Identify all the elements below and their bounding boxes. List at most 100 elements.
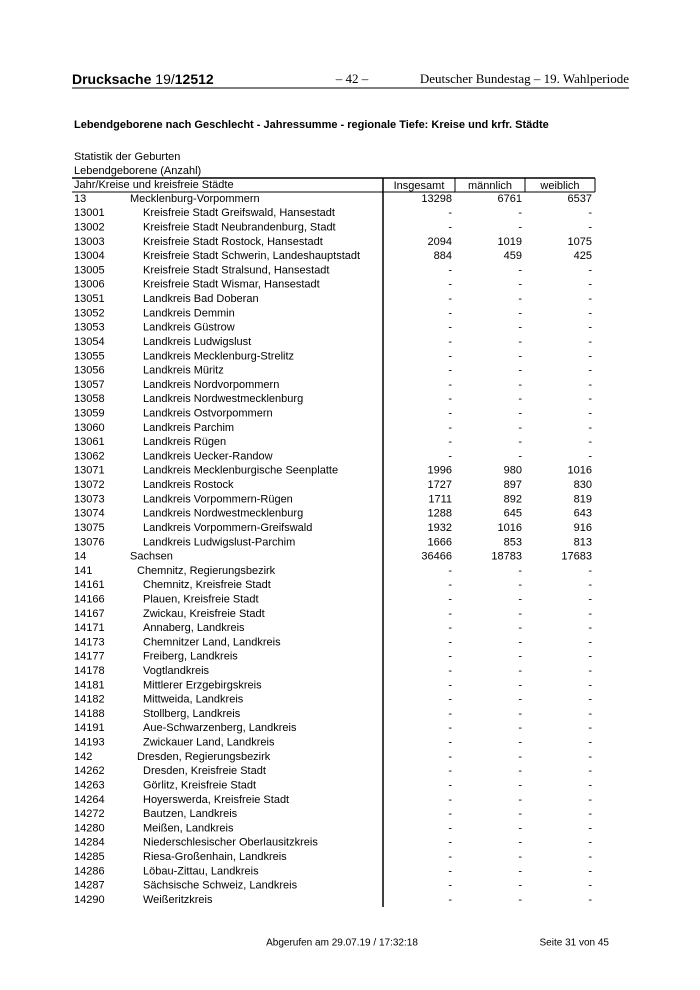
cell-value: 1016 <box>568 465 592 477</box>
cell-value: - <box>518 865 522 877</box>
region-code: 14181 <box>74 679 105 691</box>
region-name: Dresden, Kreisfreie Stadt <box>143 765 266 777</box>
region-code: 13073 <box>74 493 105 505</box>
region-name: Bautzen, Landkreis <box>143 808 238 820</box>
cell-value: - <box>448 751 452 763</box>
doc-number: 12512 <box>175 71 214 87</box>
region-name: Landkreis Rostock <box>143 479 234 491</box>
cell-value: - <box>588 651 592 663</box>
cell-value: 916 <box>574 522 592 534</box>
region-name: Landkreis Nordvorpommern <box>143 379 279 391</box>
cell-value: - <box>448 207 452 219</box>
cell-value: - <box>448 737 452 749</box>
cell-value: - <box>588 307 592 319</box>
region-code: 13051 <box>74 293 105 305</box>
cell-value: - <box>588 593 592 605</box>
cell-value: - <box>448 808 452 820</box>
cell-value: - <box>588 336 592 348</box>
region-name: Kreisfreie Stadt Wismar, Hansestadt <box>143 279 320 291</box>
cell-value: 1996 <box>428 465 452 477</box>
region-name: Dresden, Regierungsbezirk <box>137 751 271 763</box>
cell-value: - <box>448 279 452 291</box>
footer-page: Seite 31 von 45 <box>540 938 610 949</box>
region-code: 14177 <box>74 651 105 663</box>
region-name: Landkreis Nordwestmecklenburg <box>143 393 303 405</box>
cell-value: - <box>448 708 452 720</box>
region-name: Löbau-Zittau, Landkreis <box>143 865 259 877</box>
cell-value: 18783 <box>491 551 522 563</box>
region-name: Kreisfreie Stadt Neubrandenburg, Stadt <box>143 222 336 234</box>
cell-value: 643 <box>574 508 592 520</box>
cell-value: - <box>518 851 522 863</box>
region-name: Sachsen <box>130 551 173 563</box>
cell-value: 1711 <box>428 493 452 505</box>
cell-value: - <box>448 865 452 877</box>
cell-value: 980 <box>504 465 522 477</box>
cell-value: - <box>448 579 452 591</box>
cell-value: - <box>588 436 592 448</box>
region-code: 14166 <box>74 593 105 605</box>
region-code: 13001 <box>74 207 105 219</box>
region-name: Kreisfreie Stadt Rostock, Hansestadt <box>143 236 323 248</box>
cell-value: - <box>518 365 522 377</box>
cell-value: - <box>518 565 522 577</box>
cell-value: - <box>588 365 592 377</box>
cell-value: - <box>588 880 592 892</box>
region-code: 13071 <box>74 465 105 477</box>
region-name: Landkreis Uecker-Randow <box>143 450 273 462</box>
cell-value: - <box>448 436 452 448</box>
region-code: 14272 <box>74 808 105 820</box>
cell-value: 6537 <box>568 193 592 205</box>
cell-value: - <box>518 779 522 791</box>
cell-value: - <box>448 880 452 892</box>
region-code: 14 <box>74 551 86 563</box>
region-code: 13072 <box>74 479 105 491</box>
region-name: Landkreis Bad Doberan <box>143 293 259 305</box>
cell-value: - <box>588 708 592 720</box>
column-header: Insgesamt <box>394 180 445 192</box>
region-code: 14191 <box>74 722 105 734</box>
cell-value: 1288 <box>428 508 452 520</box>
cell-value: - <box>588 207 592 219</box>
cell-value: - <box>518 207 522 219</box>
cell-value: - <box>448 393 452 405</box>
region-name: Landkreis Parchim <box>143 422 234 434</box>
cell-value: - <box>518 765 522 777</box>
cell-value: - <box>448 307 452 319</box>
region-code: 14188 <box>74 708 105 720</box>
region-name: Landkreis Vorpommern-Rügen <box>143 493 293 505</box>
region-code: 13004 <box>74 250 105 262</box>
cell-value: 853 <box>504 536 522 548</box>
cell-value: - <box>588 579 592 591</box>
region-name: Landkreis Ludwigslust <box>143 336 251 348</box>
subtitle: Statistik der Geburten <box>74 151 180 163</box>
cell-value: - <box>588 379 592 391</box>
region-name: Landkreis Ostvorpommern <box>143 407 273 419</box>
column-header: Jahr/Kreise und kreisfreie Städte <box>74 179 234 191</box>
region-name: Meißen, Landkreis <box>143 822 234 834</box>
cell-value: 884 <box>434 250 452 262</box>
region-code: 13052 <box>74 307 105 319</box>
cell-value: 813 <box>574 536 592 548</box>
cell-value: - <box>518 307 522 319</box>
region-name: Aue-Schwarzenberg, Landkreis <box>143 722 297 734</box>
region-name: Plauen, Kreisfreie Stadt <box>143 593 259 605</box>
cell-value: - <box>448 565 452 577</box>
region-code: 13055 <box>74 350 105 362</box>
cell-value: - <box>518 679 522 691</box>
cell-value: - <box>588 393 592 405</box>
cell-value: - <box>588 865 592 877</box>
cell-value: - <box>448 694 452 706</box>
cell-value: - <box>448 293 452 305</box>
cell-value: - <box>588 894 592 906</box>
cell-value: - <box>588 350 592 362</box>
region-code: 142 <box>74 751 92 763</box>
region-name: Landkreis Demmin <box>143 307 235 319</box>
region-code: 13006 <box>74 279 105 291</box>
cell-value: 13298 <box>421 193 452 205</box>
region-code: 13053 <box>74 322 105 334</box>
cell-value: - <box>588 608 592 620</box>
cell-value: - <box>518 293 522 305</box>
region-name: Annaberg, Landkreis <box>143 622 245 634</box>
page-number: – 42 – <box>335 71 369 86</box>
